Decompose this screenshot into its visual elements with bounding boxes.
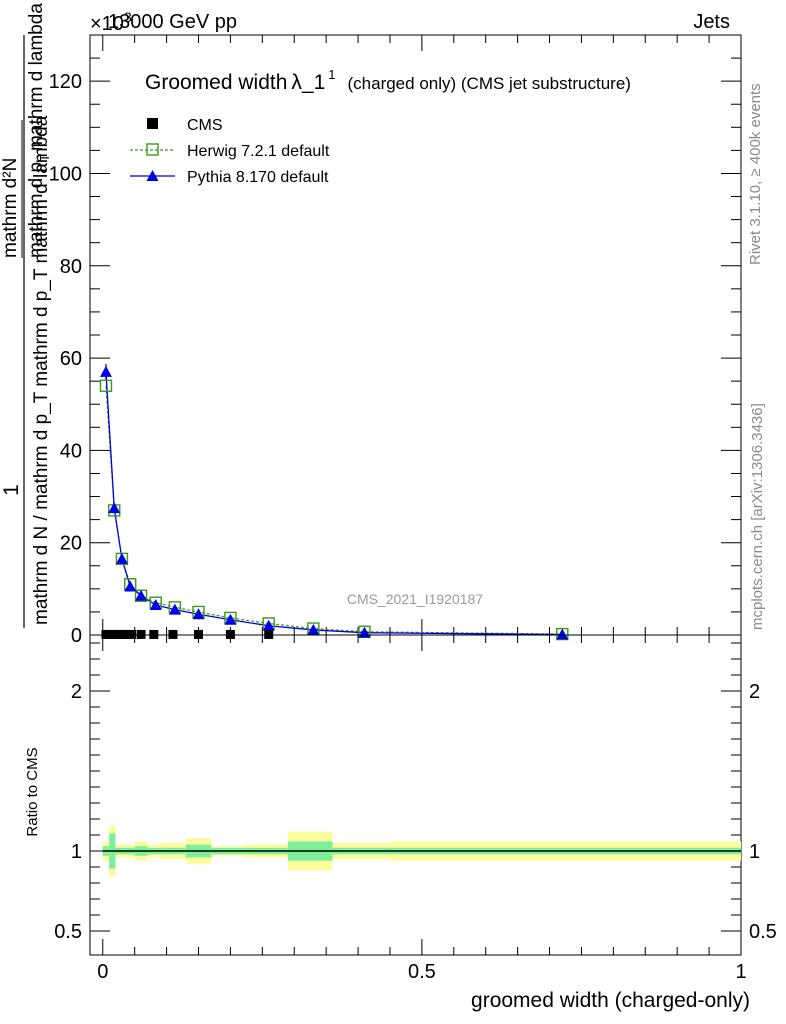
main-axis-ticks: 0 20 40 60 80 100 120 — [49, 35, 742, 647]
legend-label-cms: CMS — [187, 117, 223, 134]
pythia-point — [108, 502, 121, 514]
legend-marker-cms — [147, 118, 158, 129]
pythia-point — [115, 552, 128, 564]
ratio-y-tick-label: 2 — [71, 681, 82, 703]
exponent-label: ×103 — [90, 9, 132, 35]
ratio-y-axis-label: Ratio to CMS — [24, 747, 41, 836]
ratio-y-tick-label-right: 1 — [749, 841, 760, 863]
y-label-denominator: mathrm d pTmathrm d lambda — [26, 3, 52, 258]
y-tick-label: 40 — [60, 440, 82, 462]
cms-point — [107, 629, 117, 639]
x-tick-label: 0.5 — [408, 961, 436, 983]
legend-label-pythia: Pythia 8.170 default — [187, 169, 329, 186]
cms-point — [264, 629, 274, 639]
ratio-axis-ticks: 0.5 0.51 12 20 0.5 1 — [54, 635, 777, 983]
cms-point — [120, 629, 130, 639]
legend-label-herwig: Herwig 7.2.1 default — [187, 143, 330, 160]
cms-point — [114, 629, 124, 639]
ratio-y-tick-label: 1 — [71, 841, 82, 863]
mcplots-credit-label: mcplots.cern.ch [arXiv:1306.3436] — [749, 403, 766, 630]
analysis-watermark: CMS_2021_I1920187 — [347, 591, 483, 607]
cms-point — [225, 629, 235, 639]
pythia-point — [224, 613, 237, 625]
pythia-point — [135, 589, 148, 601]
legend-marker-pythia — [146, 170, 159, 181]
x-tick-label: 1 — [735, 961, 746, 983]
process-label: Jets — [693, 11, 730, 33]
herwig-series-line — [105, 385, 563, 635]
legend-marker-herwig — [146, 143, 159, 156]
ratio-panel-frame — [89, 634, 742, 956]
ratio-y-tick-label: 0.5 — [54, 921, 82, 943]
y-label-numerator: mathrm d²N — [0, 158, 21, 258]
legend: CMS Herwig 7.2.1 default Pythia 8.170 de… — [130, 117, 330, 186]
chart-title: Groomed width λ_1 1 (charged only) (CMS jet… — [145, 67, 631, 94]
cms-point — [136, 629, 146, 639]
cms-point — [168, 629, 178, 639]
cms-point — [149, 629, 159, 639]
ratio-y-tick-label-right: 0.5 — [749, 921, 777, 943]
cms-point — [101, 629, 111, 639]
x-tick-label: 0 — [97, 961, 108, 983]
pythia-point — [124, 580, 137, 592]
pythia-point — [99, 365, 112, 377]
pythia-point — [149, 599, 162, 610]
cms-point — [194, 629, 203, 639]
herwig-point — [99, 379, 113, 392]
pythia-point — [192, 608, 205, 620]
x-axis-label: groomed width (charged-only) — [471, 989, 750, 1012]
y-tick-label: 100 — [49, 163, 82, 185]
y-tick-label: 120 — [49, 71, 82, 93]
main-y-axis-label: 1 mathrm d N / mathrm d p_T mathrm d p_T… — [0, 3, 52, 628]
rivet-version-label: Rivet 3.1.10, ≥ 400k events — [747, 83, 764, 265]
pythia-point — [307, 623, 320, 635]
beam-energy-label: 13000 GeV pp — [108, 11, 237, 33]
pythia-point — [168, 603, 181, 615]
y-label-fraction-bottom: mathrm d N / mathrm d p_T mathrm d p_T m… — [31, 115, 52, 625]
pythia-series-line — [105, 371, 563, 636]
y-tick-label: 0 — [71, 625, 82, 647]
ratio-y-tick-label-right: 2 — [749, 681, 760, 703]
main-plot-area — [99, 363, 569, 641]
y-tick-label: 80 — [60, 256, 82, 278]
ratio-plot-area — [102, 825, 741, 877]
y-tick-label: 20 — [60, 533, 82, 555]
y-tick-label: 60 — [60, 348, 82, 370]
y-label-fraction-top: 1 — [0, 484, 23, 496]
cms-point — [126, 629, 136, 639]
pythia-point — [556, 628, 569, 640]
pythia-point — [262, 619, 275, 631]
